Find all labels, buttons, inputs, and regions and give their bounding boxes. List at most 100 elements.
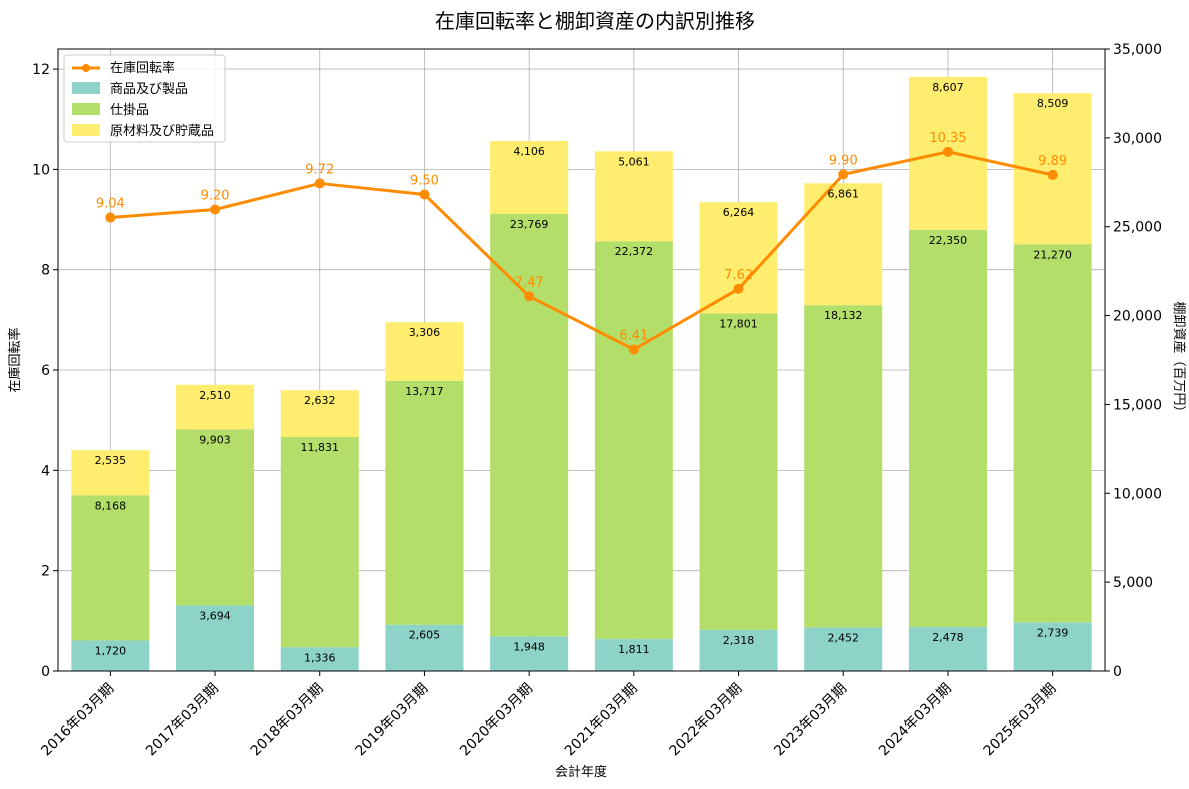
turnover-data-label: 9.90 (829, 153, 858, 168)
bar-data-label: 22,372 (615, 245, 654, 258)
bar-data-label: 4,106 (513, 145, 545, 158)
turnover-data-label: 7.62 (724, 268, 753, 283)
turnover-point (419, 189, 430, 200)
turnover-data-label: 9.04 (96, 197, 125, 212)
x-tick-label: 2020年03月期 (457, 681, 536, 760)
bar-segment (699, 202, 778, 314)
bar-data-label: 22,350 (929, 234, 968, 247)
turnover-data-label: 6.41 (619, 328, 648, 343)
turnover-data-label: 7.47 (515, 275, 544, 290)
y-right-tick-label: 30,000 (1113, 131, 1162, 147)
bar-data-label: 1,811 (618, 643, 650, 656)
x-axis-title: 会計年度 (555, 764, 607, 780)
bar-segment (490, 141, 569, 214)
bar-segment (594, 638, 673, 671)
bar-data-label: 8,168 (95, 499, 127, 512)
y-right-tick-label: 10,000 (1113, 486, 1162, 502)
bar-segment (176, 605, 255, 671)
bar-segment (385, 624, 464, 671)
bar-segment (490, 636, 569, 671)
bar-data-label: 2,510 (199, 389, 231, 402)
y-left-tick-label: 12 (32, 62, 50, 78)
turnover-point (1047, 169, 1058, 180)
bar-segment (280, 647, 359, 671)
bar-data-label: 9,903 (199, 433, 231, 446)
turnover-data-label: 10.35 (929, 131, 966, 146)
bar-segment (594, 241, 673, 639)
bar-data-label: 1,948 (513, 640, 545, 653)
bar-data-label: 13,717 (405, 385, 444, 398)
legend-label-products: 商品及び製品 (110, 82, 188, 97)
bar-data-label: 2,632 (304, 394, 336, 407)
y-right-tick-label: 15,000 (1113, 397, 1162, 413)
bar-data-label: 1,336 (304, 651, 336, 664)
y-left-tick-label: 2 (41, 564, 50, 580)
bar-segment (908, 626, 987, 671)
plot-frame (57, 48, 1106, 672)
bar-data-label: 8,607 (932, 81, 964, 94)
bar-segment (804, 305, 883, 628)
turnover-point (314, 178, 325, 189)
turnover-point (942, 146, 953, 157)
legend-box (63, 54, 226, 143)
y-right-tick-label: 35,000 (1113, 42, 1162, 58)
turnover-data-label: 9.50 (410, 173, 439, 188)
x-tick-label: 2022年03月期 (667, 681, 746, 760)
bar-data-label: 2,478 (932, 631, 964, 644)
bar-data-label: 3,694 (199, 609, 231, 622)
bar-segment (280, 437, 359, 648)
bar-data-label: 2,318 (723, 634, 755, 647)
bar-segment (176, 384, 255, 430)
bar-data-label: 5,061 (618, 155, 650, 168)
y-axis-right-title: 棚卸資産（百万円） (1171, 301, 1187, 418)
bar-data-label: 1,720 (95, 644, 127, 657)
y-right-tick-label: 5,000 (1113, 575, 1153, 591)
bar-data-label: 17,801 (719, 317, 758, 330)
bar-segment (699, 313, 778, 630)
bar-segment (699, 629, 778, 671)
bar-data-label: 2,739 (1037, 626, 1069, 639)
y-axis-left-title: 在庫回転率 (7, 327, 23, 392)
bar-segment (176, 429, 255, 606)
bar-layer (71, 76, 1092, 671)
bar-data-label: 6,264 (723, 206, 755, 219)
y-left-tick-label: 8 (41, 263, 50, 279)
turnover-point (210, 204, 221, 215)
legend-swatch-products (72, 82, 100, 94)
bar-data-label: 8,509 (1037, 97, 1069, 110)
x-tick-label: 2024年03月期 (876, 681, 955, 760)
y-left-tick-label: 0 (41, 664, 50, 680)
y-left-tick-label: 4 (41, 463, 50, 479)
line-layer (105, 146, 1058, 355)
bar-segment (1013, 244, 1092, 623)
bar-data-label: 11,831 (301, 441, 340, 454)
legend-label-turnover: 在庫回転率 (110, 60, 175, 76)
turnover-point (733, 283, 744, 294)
legend-label-wip: 仕掛品 (110, 103, 149, 118)
bar-segment (385, 322, 464, 381)
y-right-tick-label: 0 (1113, 664, 1122, 680)
turnover-point (628, 344, 639, 355)
bar-data-label: 2,452 (828, 631, 860, 644)
legend-swatch-wip (72, 103, 100, 115)
x-tick-label: 2025年03月期 (981, 681, 1060, 760)
bar-segment (71, 640, 150, 671)
x-tick-label: 2016年03月期 (38, 681, 117, 760)
legend: 在庫回転率 商品及び製品 仕掛品 原材料及び貯蔵品 (63, 54, 226, 143)
turnover-point (105, 212, 116, 223)
legend-label-materials: 原材料及び貯蔵品 (110, 124, 214, 139)
legend-line-marker (82, 64, 90, 72)
y-left-tick-label: 6 (41, 363, 50, 379)
x-tick-label: 2018年03月期 (248, 681, 327, 760)
y-right-tick-label: 25,000 (1113, 220, 1162, 236)
label-layer: 1,720 3,694 1,336 2,605 1,948 1,811 2,318 2,452… (95, 81, 1072, 664)
bar-segment (71, 495, 150, 641)
x-tick-label: 2023年03月期 (771, 681, 850, 760)
turnover-data-label: 9.20 (201, 189, 230, 204)
legend-swatch-materials (72, 124, 100, 136)
bar-data-label: 3,306 (409, 326, 441, 339)
bar-data-label: 2,605 (409, 629, 441, 642)
bar-segment (280, 390, 359, 438)
bar-segment (71, 450, 150, 496)
